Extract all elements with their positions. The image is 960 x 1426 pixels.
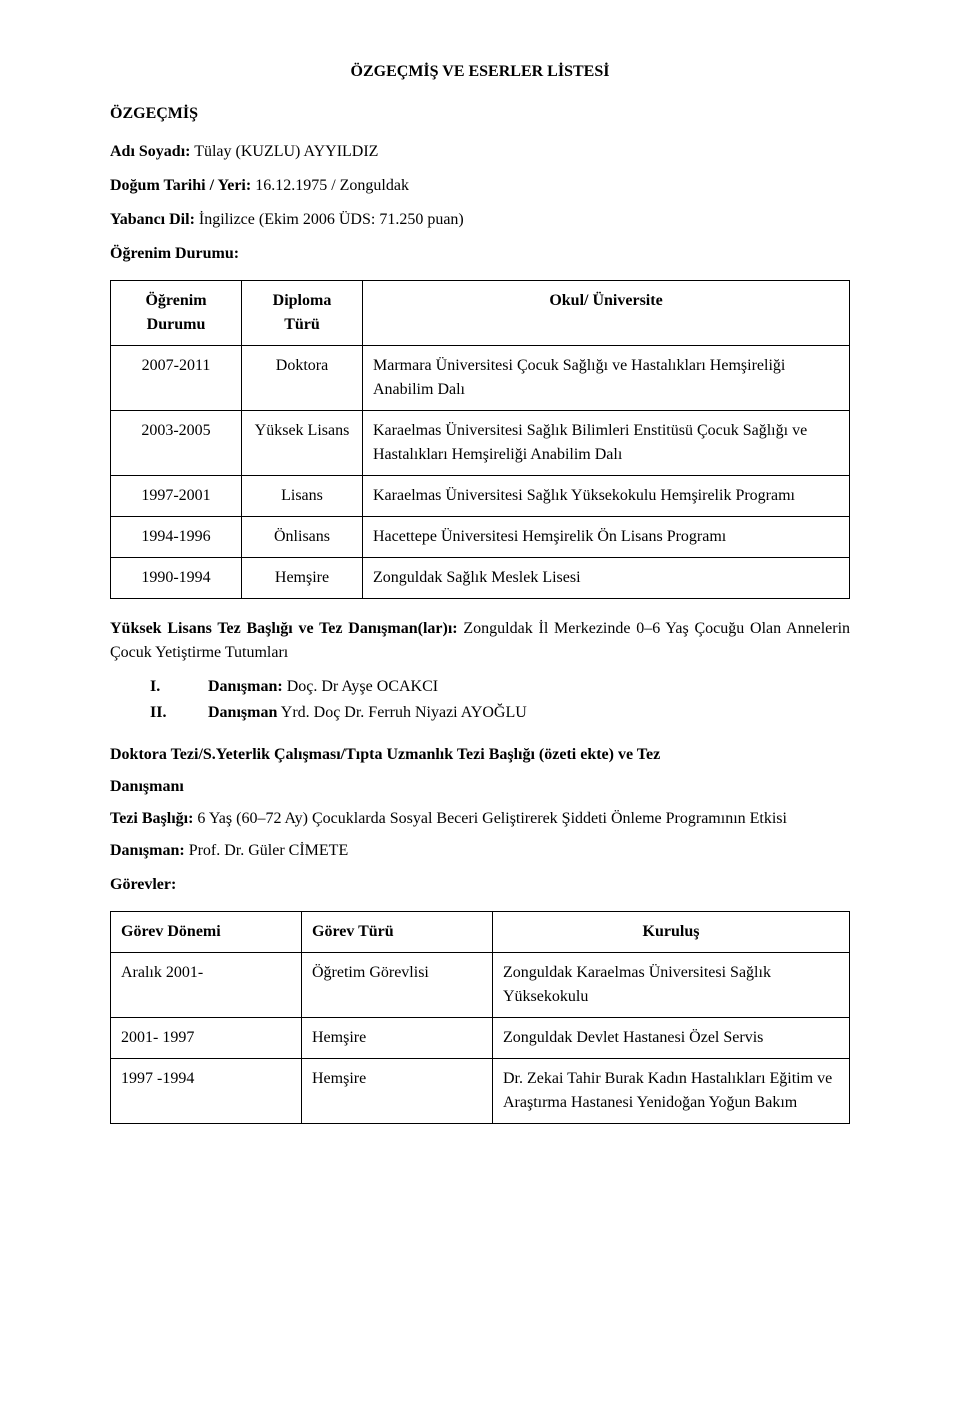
label-name: Adı Soyadı: [110,143,190,160]
document-title: ÖZGEÇMİŞ VE ESERLER LİSTESİ [110,60,850,84]
cell-gorev-period: 2001- 1997 [111,1018,302,1059]
table-header-row: Görev Dönemi Görev Türü Kuruluş [111,912,850,953]
col-gorev-org: Kuruluş [493,912,850,953]
cell-edu-school: Karaelmas Üniversitesi Sağlık Yüksekokul… [363,476,850,517]
col-edu-period-l2: Durumu [121,313,231,337]
cell-edu-diploma: Yüksek Lisans [242,411,363,476]
cell-gorev-org: Zonguldak Karaelmas Üniversitesi Sağlık … [493,953,850,1018]
phd-advisor-line: Danışman: Prof. Dr. Güler CİMETE [110,839,850,863]
col-edu-period: Öğrenim Durumu [111,281,242,346]
cell-gorev-org: Zonguldak Devlet Hastanesi Özel Servis [493,1018,850,1059]
table-row: 1997 -1994 Hemşire Dr. Zekai Tahir Burak… [111,1059,850,1124]
value-phd-title: 6 Yaş (60–72 Ay) Çocuklarda Sosyal Becer… [197,810,787,827]
cell-gorev-type: Hemşire [302,1059,493,1124]
list-item: I. Danışman: Doç. Dr Ayşe OCAKCI [150,675,850,699]
cell-gorev-period: 1997 -1994 [111,1059,302,1124]
line-name: Adı Soyadı: Tülay (KUZLU) AYYILDIZ [110,140,850,164]
cell-edu-diploma: Hemşire [242,558,363,599]
table-row: 2001- 1997 Hemşire Zonguldak Devlet Hast… [111,1018,850,1059]
col-edu-diploma-l1: Diploma [252,289,352,313]
cell-edu-period: 1997-2001 [111,476,242,517]
value-phd-advisor: Prof. Dr. Güler CİMETE [189,842,349,859]
col-edu-school: Okul/ Üniversite [363,281,850,346]
heading-gorevler: Görevler: [110,873,850,897]
table-row: 1994-1996 Önlisans Hacettepe Üniversites… [111,517,850,558]
label-phd-advisor: Danışman: [110,842,185,859]
cell-edu-period: 1994-1996 [111,517,242,558]
cell-edu-period: 2007-2011 [111,346,242,411]
value-dob: 16.12.1975 / Zonguldak [255,177,409,194]
label-lang: Yabancı Dil: [110,211,195,228]
advisor-value: Yrd. Doç Dr. Ferruh Niyazi AYOĞLU [281,704,527,721]
heading-edu: Öğrenim Durumu: [110,242,850,266]
phd-heading-l2: Danışmanı [110,775,850,799]
label-masters-thesis: Yüksek Lisans Tez Başlığı ve Tez Danışma… [110,620,458,637]
heading-cv: ÖZGEÇMİŞ [110,102,850,126]
cell-edu-diploma: Doktora [242,346,363,411]
cell-edu-period: 2003-2005 [111,411,242,476]
table-row: 2007-2011 Doktora Marmara Üniversitesi Ç… [111,346,850,411]
advisor-num: II. [150,701,180,725]
table-row: Aralık 2001- Öğretim Görevlisi Zonguldak… [111,953,850,1018]
label-phd-title: Tezi Başlığı: [110,810,193,827]
advisor-num: I. [150,675,180,699]
col-edu-period-l1: Öğrenim [121,289,231,313]
value-name: Tülay (KUZLU) AYYILDIZ [194,143,378,160]
line-lang: Yabancı Dil: İngilizce (Ekim 2006 ÜDS: 7… [110,208,850,232]
cell-gorev-period: Aralık 2001- [111,953,302,1018]
table-header-row: Öğrenim Durumu Diploma Türü Okul/ Üniver… [111,281,850,346]
cell-gorev-org: Dr. Zekai Tahir Burak Kadın Hastalıkları… [493,1059,850,1124]
col-edu-diploma-l2: Türü [252,313,352,337]
masters-thesis-line: Yüksek Lisans Tez Başlığı ve Tez Danışma… [110,617,850,665]
advisor-label: Danışman [208,704,277,721]
cell-gorev-type: Öğretim Görevlisi [302,953,493,1018]
value-lang: İngilizce (Ekim 2006 ÜDS: 71.250 puan) [199,211,464,228]
table-row: 1997-2001 Lisans Karaelmas Üniversitesi … [111,476,850,517]
cell-edu-school: Hacettepe Üniversitesi Hemşirelik Ön Lis… [363,517,850,558]
table-row: 1990-1994 Hemşire Zonguldak Sağlık Mesle… [111,558,850,599]
cell-gorev-type: Hemşire [302,1018,493,1059]
col-gorev-type: Görev Türü [302,912,493,953]
advisor-label: Danışman: [208,678,283,695]
line-dob: Doğum Tarihi / Yeri: 16.12.1975 / Zongul… [110,174,850,198]
label-dob: Doğum Tarihi / Yeri: [110,177,251,194]
col-edu-diploma: Diploma Türü [242,281,363,346]
cell-edu-school: Zonguldak Sağlık Meslek Lisesi [363,558,850,599]
table-row: 2003-2005 Yüksek Lisans Karaelmas Üniver… [111,411,850,476]
gorevler-table: Görev Dönemi Görev Türü Kuruluş Aralık 2… [110,911,850,1124]
cell-edu-period: 1990-1994 [111,558,242,599]
col-gorev-period: Görev Dönemi [111,912,302,953]
cell-edu-school: Karaelmas Üniversitesi Sağlık Bilimleri … [363,411,850,476]
cell-edu-school: Marmara Üniversitesi Çocuk Sağlığı ve Ha… [363,346,850,411]
education-table: Öğrenim Durumu Diploma Türü Okul/ Üniver… [110,280,850,599]
advisors-list: I. Danışman: Doç. Dr Ayşe OCAKCI II. Dan… [110,675,850,725]
phd-heading-l1: Doktora Tezi/S.Yeterlik Çalışması/Tıpta … [110,743,850,767]
list-item: II. Danışman Yrd. Doç Dr. Ferruh Niyazi … [150,701,850,725]
advisor-value: Doç. Dr Ayşe OCAKCI [287,678,438,695]
phd-title-line: Tezi Başlığı: 6 Yaş (60–72 Ay) Çocuklard… [110,807,850,831]
phd-section: Doktora Tezi/S.Yeterlik Çalışması/Tıpta … [110,743,850,863]
cell-edu-diploma: Lisans [242,476,363,517]
cell-edu-diploma: Önlisans [242,517,363,558]
